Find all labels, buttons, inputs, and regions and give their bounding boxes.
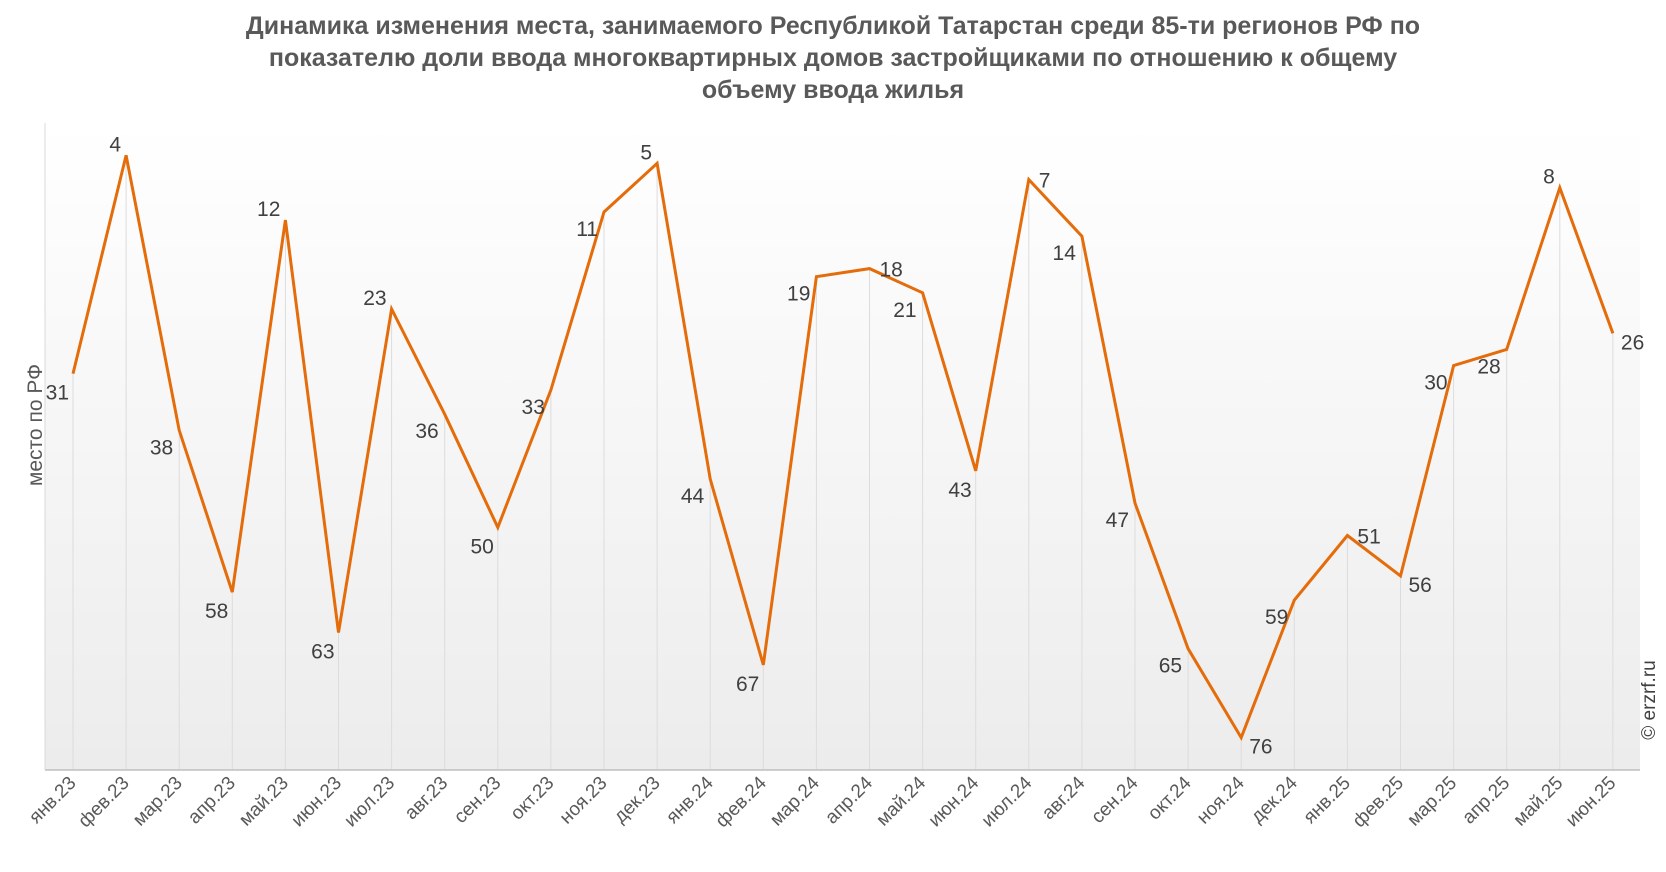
chart-title-line-2: показателю доли ввода многоквартирных до…	[268, 44, 1398, 72]
x-tick-label: мар.25	[1403, 773, 1461, 831]
data-label: 67	[736, 673, 759, 696]
x-tick-label: янв.25	[1300, 773, 1355, 828]
data-label: 43	[948, 479, 971, 502]
data-label: 59	[1265, 606, 1288, 629]
data-label: 38	[150, 436, 173, 459]
x-tick-label: авг.24	[1038, 772, 1090, 824]
data-label: 4	[109, 133, 121, 156]
x-tick-label: фев.25	[1349, 773, 1408, 832]
data-label: 33	[522, 396, 545, 419]
x-tick-label: дек.24	[1247, 772, 1302, 827]
x-tick-label: сен.24	[1087, 772, 1142, 827]
chart-title: Динамика изменения места, занимаемого Ре…	[0, 10, 1666, 106]
data-label: 28	[1477, 355, 1500, 378]
y-axis-title: место по РФ	[24, 364, 47, 486]
x-tick-label: дек.23	[610, 773, 665, 828]
x-tick-label: май.25	[1510, 773, 1568, 831]
data-label: 47	[1106, 509, 1129, 532]
x-tick-label: июн.25	[1562, 773, 1621, 832]
x-tick-label: мар.23	[129, 773, 187, 831]
data-label: 58	[205, 600, 228, 623]
data-label: 7	[1039, 170, 1051, 193]
x-tick-label: окт.23	[507, 773, 559, 825]
data-label: 63	[311, 641, 334, 664]
x-tick-labels: янв.23фев.23мар.23апр.23май.23июн.23июл.…	[25, 772, 1620, 832]
x-tick-label: июл.23	[340, 773, 399, 832]
data-label: 19	[787, 283, 810, 306]
data-label: 31	[46, 382, 69, 405]
x-tick-label: май.23	[235, 773, 293, 831]
data-label: 76	[1249, 736, 1272, 759]
data-label: 30	[1424, 372, 1447, 395]
data-label: 11	[576, 218, 598, 241]
data-label: 51	[1357, 526, 1380, 549]
data-label: 56	[1409, 574, 1432, 597]
x-tick-label: мар.24	[766, 772, 824, 830]
x-tick-label: апр.24	[821, 772, 877, 828]
x-tick-label: июл.24	[978, 772, 1037, 831]
x-tick-label: май.24	[872, 772, 930, 830]
chart-title-line-1: Динамика изменения места, занимаемого Ре…	[245, 12, 1421, 40]
x-tick-label: ноя.24	[1193, 772, 1249, 828]
x-tick-label: фев.23	[74, 773, 133, 832]
x-tick-label: окт.24	[1144, 772, 1196, 824]
chart-title-line-3: объему ввода жилья	[701, 76, 965, 104]
data-label: 8	[1543, 166, 1555, 189]
x-tick-label: ноя.23	[556, 773, 612, 829]
x-tick-label: апр.23	[184, 773, 240, 829]
data-label: 23	[363, 287, 386, 310]
x-tick-label: июн.23	[288, 773, 347, 832]
plot-area	[45, 123, 1640, 770]
x-tick-label: янв.23	[25, 773, 80, 828]
x-tick-label: авг.23	[401, 773, 452, 824]
data-label: 26	[1621, 331, 1644, 354]
series-line	[71, 154, 1615, 742]
watermark: © erzrf.ru	[1639, 660, 1660, 739]
data-label: 14	[1053, 242, 1077, 265]
data-label: 18	[880, 259, 903, 282]
data-label: 12	[257, 198, 280, 221]
data-label: 21	[893, 299, 916, 322]
data-labels: 31 4 38 58 12 63 23 36 50 33 11 5 44 67 19 18 21 43 7 14 47 6…	[46, 133, 1645, 758]
data-label: 44	[681, 485, 705, 508]
data-label: 65	[1159, 655, 1182, 678]
x-tick-label: фев.24	[712, 772, 771, 831]
x-tick-label: сен.23	[450, 773, 505, 828]
data-label: 50	[470, 535, 493, 558]
x-tick-label: янв.24	[662, 772, 718, 828]
data-label: 36	[415, 420, 438, 443]
x-tick-label: апр.25	[1458, 773, 1514, 829]
data-label: 5	[640, 141, 652, 164]
x-tick-label: июн.24	[925, 772, 984, 831]
grid-lines	[72, 155, 1614, 770]
